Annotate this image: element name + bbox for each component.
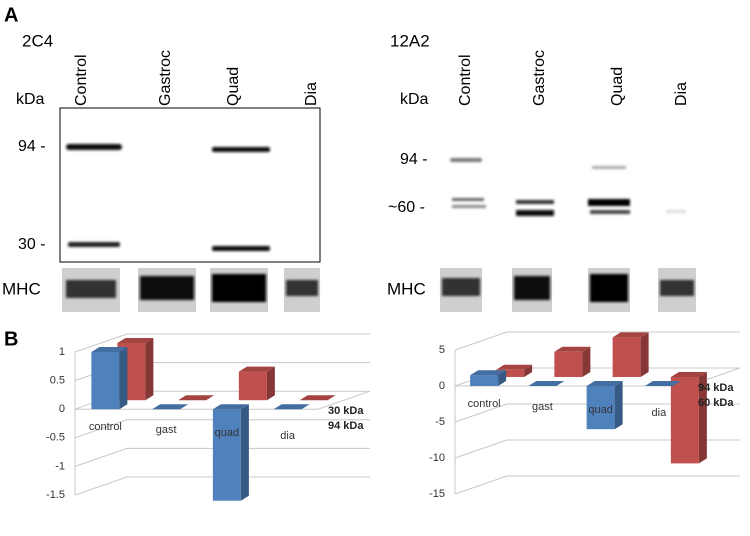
x-tick-label: gast [532, 401, 553, 413]
panel-label: B [4, 328, 18, 350]
lane-label: Quad [609, 67, 626, 106]
marker-label: 30 - [18, 236, 46, 253]
grid-line [454, 331, 740, 351]
bar-top [644, 381, 681, 386]
bar-front [496, 369, 525, 377]
bar-front [212, 409, 241, 501]
grid-line [74, 419, 370, 439]
y-tick-label: -0.5 [46, 432, 65, 444]
legend-label: 94 kDa [698, 382, 734, 394]
grid-line [74, 476, 370, 496]
legend-label: 94 kDa [328, 420, 364, 432]
bar-side [145, 338, 154, 401]
grid-line [454, 403, 740, 423]
grid-line [74, 333, 370, 353]
x-tick-label: dia [652, 407, 668, 419]
x-tick-label: quad [215, 427, 239, 439]
blot-bands [450, 158, 686, 216]
lane-label: Quad [225, 67, 242, 106]
y-tick-label: -15 [429, 488, 445, 500]
bar-front [586, 386, 615, 430]
bar-side [698, 372, 707, 464]
grid-line [454, 439, 740, 459]
marker-label: 94 - [400, 151, 428, 168]
bar-top [299, 395, 336, 401]
bar-top [554, 346, 591, 352]
lane-label: Control [457, 54, 474, 106]
loading-bands [440, 268, 696, 312]
y-tick-label: -5 [435, 416, 445, 428]
legend-label: 30 kDa [328, 405, 364, 417]
lane-label: Control [73, 54, 90, 106]
x-tick-label: dia [280, 430, 296, 442]
bar-front [670, 377, 699, 464]
bar-front [91, 352, 120, 410]
bar-top [470, 370, 507, 376]
unit-label: kDa [16, 91, 45, 108]
marker-label: ~60 - [388, 199, 425, 216]
lane-label: Gastroc [531, 50, 548, 106]
grid-line [74, 447, 370, 467]
bar-side [119, 347, 128, 410]
legend-label: 60 kDa [698, 397, 734, 409]
unit-label: kDa [400, 91, 429, 108]
bar-side [640, 332, 649, 377]
blot-bands [66, 144, 270, 251]
grid-line [454, 475, 740, 495]
bar-side [240, 404, 249, 501]
bar-front [470, 375, 499, 386]
bar-side [266, 366, 275, 401]
y-tick-label: 5 [439, 344, 445, 356]
marker-label: 94 - [18, 138, 46, 155]
x-tick-label: control [468, 398, 501, 410]
bar-front [554, 351, 583, 377]
bar-top [273, 404, 310, 410]
lane-label: Gastroc [157, 50, 174, 106]
bar-top [238, 366, 275, 372]
blot-title: 2C4 [22, 31, 53, 50]
y-tick-label: 0.5 [50, 375, 65, 387]
y-tick-label: -10 [429, 452, 445, 464]
loading-label: MHC [387, 279, 426, 298]
bar-top [178, 395, 215, 401]
loading-label: MHC [2, 279, 41, 298]
y-tick-label: -1 [55, 460, 65, 472]
lane-label: Dia [303, 82, 320, 106]
x-tick-label: control [89, 421, 122, 433]
bar-top [586, 381, 623, 386]
bar-front [238, 371, 267, 401]
bar-top [670, 372, 707, 377]
bar-side [614, 381, 623, 430]
x-tick-label: gast [156, 424, 177, 436]
bar-top [212, 404, 249, 410]
bar-front [612, 337, 641, 377]
bar-top [612, 332, 649, 338]
y-tick-label: 0 [439, 380, 445, 392]
y-tick-label: 0 [59, 403, 65, 415]
lane-label: Dia [673, 82, 690, 106]
loading-bands [62, 268, 320, 312]
blot-title: 12A2 [390, 31, 430, 50]
y-tick-label: 1 [59, 346, 65, 358]
x-tick-label: quad [588, 404, 612, 416]
bar-top [91, 347, 128, 352]
blot-frame [59, 107, 321, 263]
bar-side [498, 370, 507, 386]
bar-side [582, 346, 591, 377]
bar-side [524, 364, 533, 377]
y-tick-label: -1.5 [46, 489, 65, 501]
bar-top [528, 381, 565, 386]
bar-top [152, 404, 189, 410]
panel-label: A [4, 4, 18, 26]
bar-top [496, 364, 533, 370]
bar-top [117, 338, 154, 343]
